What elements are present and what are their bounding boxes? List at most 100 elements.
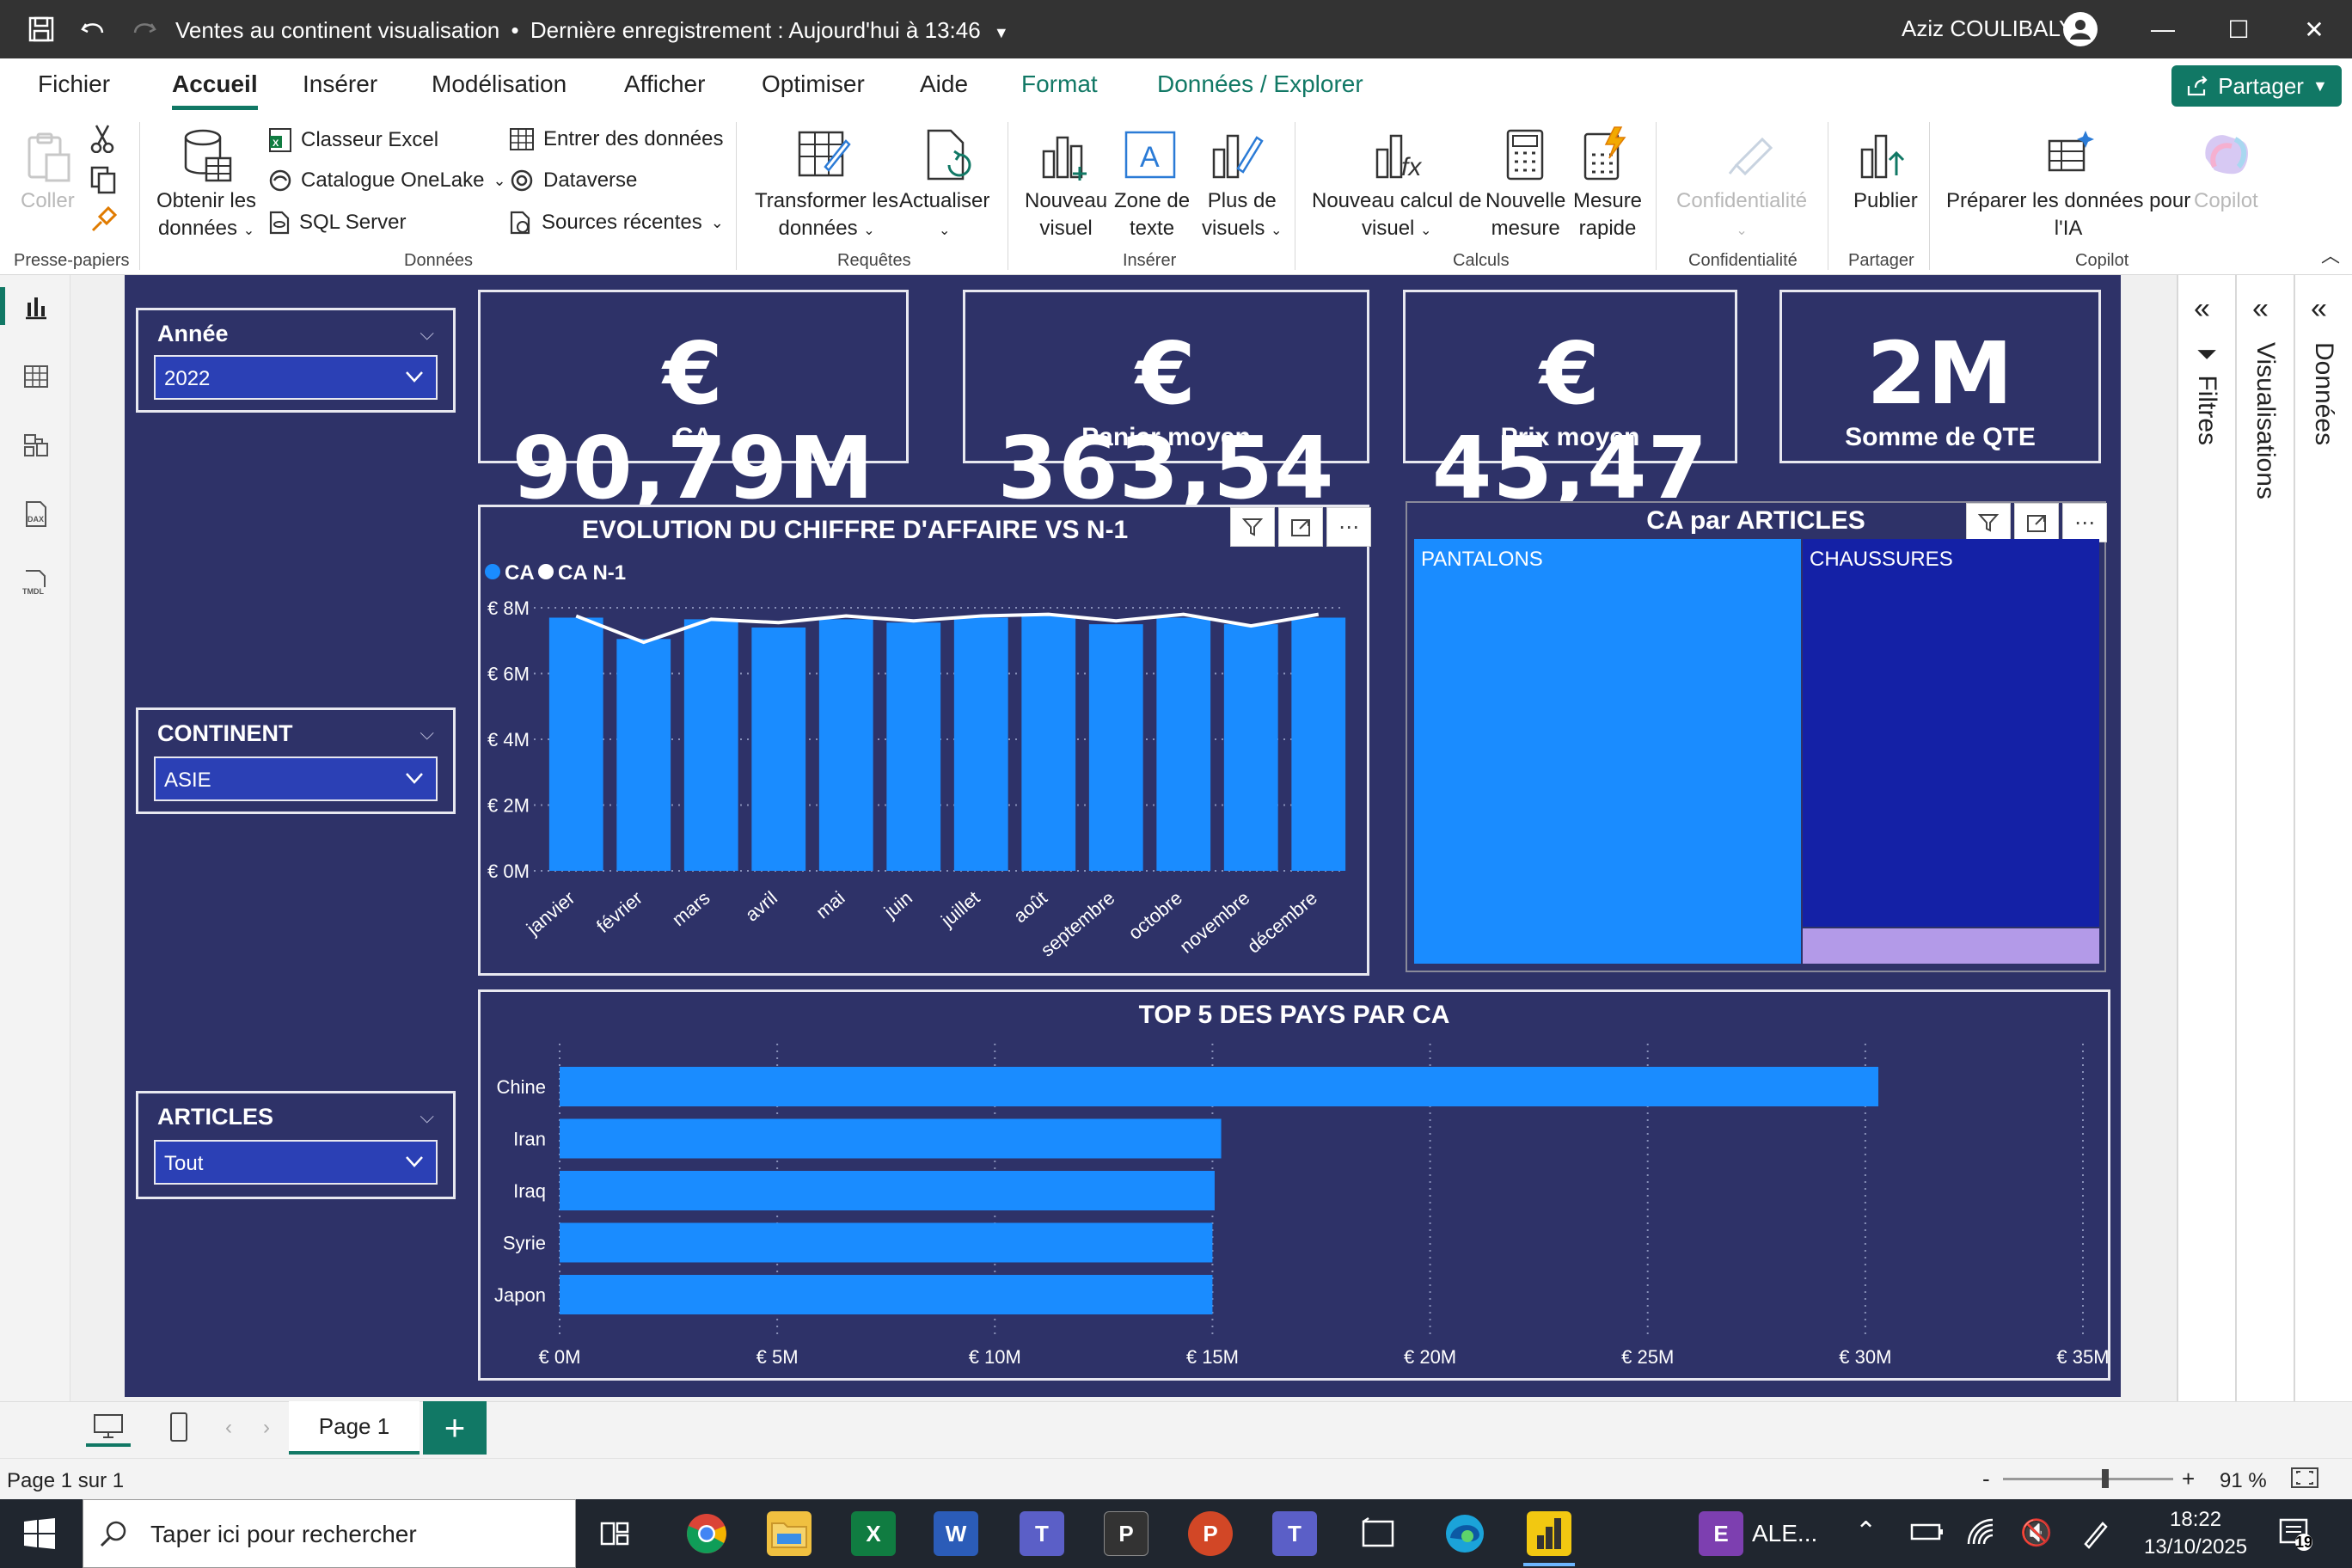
save-icon[interactable] [22, 10, 60, 48]
dax-query-view-icon[interactable]: DAX [17, 495, 55, 533]
pinned-app-label[interactable]: ALE... [1752, 1520, 1818, 1547]
more-visuals-icon[interactable] [1209, 127, 1265, 187]
new-visual-calculation-button[interactable]: Nouveau calcul de visuel ⌄ [1312, 189, 1482, 240]
more-options-icon[interactable]: ⋯ [1326, 507, 1371, 547]
battery-icon[interactable] [1910, 1522, 1945, 1547]
table-view-icon[interactable] [17, 358, 55, 395]
refresh-button[interactable]: Actualiser ⌄ [899, 189, 990, 238]
slicer-dropdown[interactable]: 2022 [154, 355, 438, 400]
kpi-card-ca[interactable]: € 90,79M CA [478, 290, 909, 516]
tab-format[interactable]: Format [1021, 70, 1098, 97]
redo-icon[interactable] [126, 10, 163, 48]
taskbar-search[interactable]: Taper ici pour rechercher [83, 1499, 576, 1568]
undo-icon[interactable] [74, 10, 112, 48]
data-pane[interactable]: « Données [2294, 275, 2352, 1401]
volume-muted-icon[interactable]: 🔇 [2020, 1519, 2053, 1547]
recent-sources-button[interactable]: Sources récentes ⌄ [509, 210, 724, 236]
expand-data-icon[interactable]: « [2311, 292, 2327, 325]
kpi-card-somme-qte[interactable]: 2M Somme de QTE [1779, 290, 2101, 463]
share-button[interactable]: Partager ▼ [2171, 65, 2342, 107]
snipping-tool-icon[interactable] [1357, 1511, 1401, 1556]
notifications-icon[interactable]: 19 [2278, 1516, 2312, 1555]
system-tray-chevron-icon[interactable]: ⌃ [1855, 1517, 1877, 1546]
copilot-icon[interactable] [2197, 127, 2254, 183]
slicer-dropdown[interactable]: Tout [154, 1140, 438, 1185]
publish-button[interactable]: Publier [1853, 189, 1918, 212]
tab-aide[interactable]: Aide [920, 70, 969, 97]
visualizations-pane[interactable]: « Visualisations [2235, 275, 2294, 1401]
project-icon[interactable]: P [1104, 1511, 1148, 1556]
treemap-tile[interactable]: CHAUSSURES [1803, 539, 2099, 927]
model-view-icon[interactable] [17, 426, 55, 464]
tab-donnees-explorer[interactable]: Données / Explorer [1157, 70, 1363, 97]
next-page-icon[interactable]: › [263, 1416, 270, 1439]
powerpoint-icon[interactable]: P [1188, 1511, 1233, 1556]
format-painter-icon[interactable] [89, 205, 118, 238]
report-view-icon[interactable] [17, 289, 55, 327]
excel-workbook-button[interactable]: X Classeur Excel [268, 127, 438, 153]
mobile-layout-icon[interactable] [168, 1411, 189, 1448]
kpi-card-prix-moyen[interactable]: € 45,47 Prix moyen [1403, 290, 1737, 516]
tab-inserer[interactable]: Insérer [303, 70, 378, 97]
kpi-card-panier-moyen[interactable]: € 363,54 Panier moyen [963, 290, 1369, 516]
refresh-icon[interactable] [923, 127, 975, 187]
treemap-tile[interactable] [1803, 928, 2099, 964]
document-title[interactable]: Ventes au continent visualisation • Dern… [175, 17, 1009, 43]
new-visual-button[interactable]: Nouveau visuel [1025, 189, 1108, 240]
focus-mode-icon[interactable] [2014, 503, 2059, 542]
chevron-down-icon[interactable]: ⌵ [420, 322, 434, 344]
treemap-tile[interactable]: PANTALONS [1414, 539, 1801, 964]
onelake-catalog-button[interactable]: Catalogue OneLake ⌄ [268, 168, 506, 193]
filter-icon[interactable] [1230, 507, 1275, 547]
more-visuals-button[interactable]: Plus de visuels ⌄ [1202, 189, 1283, 240]
filter-icon[interactable] [1966, 503, 2011, 542]
clock[interactable]: 18:22 13/10/2025 [2144, 1508, 2248, 1559]
publish-icon[interactable] [1857, 127, 1908, 185]
desktop-layout-icon[interactable] [86, 1409, 131, 1447]
prepare-data-for-ai-button[interactable]: Préparer les données pour l'IA [1946, 189, 2191, 240]
copy-icon[interactable] [89, 165, 117, 199]
sql-server-button[interactable]: SQL Server [268, 210, 407, 236]
file-explorer-icon[interactable] [767, 1511, 812, 1556]
new-measure-icon[interactable] [1503, 127, 1547, 187]
slicer-annee[interactable]: Année ⌵ 2022 [136, 308, 456, 413]
visual-top5-pays[interactable]: TOP 5 DES PAYS PAR CA € 0M € 5M € 10M € 15M… [478, 989, 2110, 1381]
enter-data-button[interactable]: Entrer des données [509, 127, 723, 151]
cut-icon[interactable] [89, 124, 115, 157]
text-box-button[interactable]: Zone de texte [1114, 189, 1191, 240]
tab-fichier[interactable]: Fichier [38, 70, 111, 97]
previous-page-icon[interactable]: ‹ [225, 1416, 232, 1439]
zoom-slider[interactable] [2003, 1478, 2173, 1480]
zoom-out-button[interactable]: - [1982, 1466, 1990, 1491]
visual-evolution-ca[interactable]: EVOLUTION DU CHIFFRE D'AFFAIRE VS N-1 ⋯ … [478, 505, 1371, 976]
slicer-continent[interactable]: CONTINENT ⌵ ASIE [136, 707, 456, 814]
zoom-slider-thumb[interactable] [2101, 1469, 2109, 1488]
slicer-dropdown[interactable]: ASIE [154, 756, 438, 801]
sensitivity-icon[interactable] [1724, 127, 1776, 183]
new-measure-button[interactable]: Nouvelle mesure [1485, 189, 1566, 240]
transform-data-icon[interactable] [796, 127, 853, 187]
task-view-icon[interactable] [598, 1518, 631, 1553]
slicer-articles[interactable]: ARTICLES ⌵ Tout [136, 1091, 456, 1199]
close-button[interactable]: ✕ [2304, 15, 2324, 43]
pinned-app-icon[interactable]: E [1699, 1511, 1743, 1556]
maximize-button[interactable]: ☐ [2227, 15, 2250, 43]
minimize-button[interactable]: — [2151, 15, 2175, 42]
text-box-icon[interactable]: A [1123, 129, 1178, 185]
quick-measure-icon[interactable] [1580, 126, 1628, 187]
page-tab-1[interactable]: Page 1 [289, 1401, 420, 1455]
windows-start-icon[interactable] [22, 1516, 57, 1555]
avatar[interactable] [2063, 12, 2098, 46]
chevron-down-icon[interactable]: ⌵ [420, 722, 434, 744]
fit-to-page-icon[interactable] [2290, 1466, 2319, 1496]
visual-calculation-icon[interactable]: fx [1372, 127, 1429, 187]
tab-afficher[interactable]: Afficher [624, 70, 706, 97]
filters-pane[interactable]: « ⏷ Filtres [2177, 275, 2235, 1401]
excel-icon[interactable]: X [851, 1511, 896, 1556]
chrome-icon[interactable] [684, 1511, 729, 1556]
wifi-icon[interactable] [1965, 1518, 1996, 1550]
expand-filters-icon[interactable]: « [2194, 292, 2210, 325]
tab-accueil[interactable]: Accueil [172, 70, 258, 110]
tmdl-view-icon[interactable]: TMDL [17, 564, 55, 602]
teams-icon[interactable]: T [1020, 1511, 1064, 1556]
